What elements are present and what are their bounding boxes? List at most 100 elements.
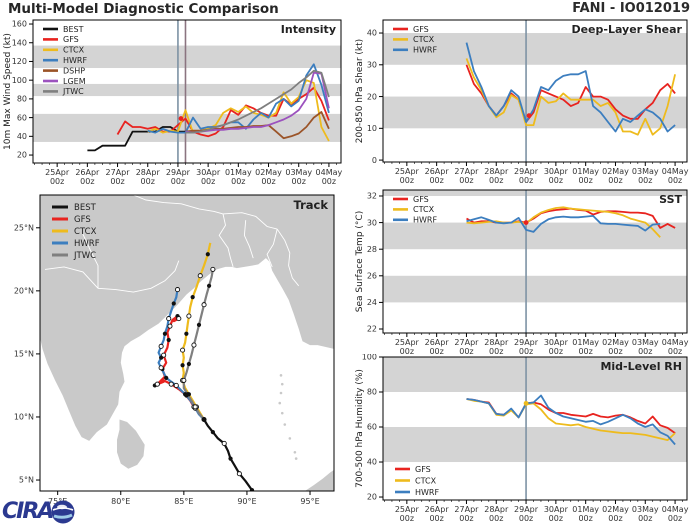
legend-label: HWRF — [63, 56, 87, 65]
category-band — [33, 83, 341, 97]
series-gfs — [116, 86, 330, 138]
y-tick-label: 120 — [12, 57, 27, 66]
border-line — [276, 228, 300, 287]
position-marker — [159, 355, 164, 360]
y-axis-label: Sea Surface Temp (°C) — [355, 211, 365, 312]
x-tick-label: 25Apr — [45, 168, 70, 177]
x-tick-sublabel: 00z — [608, 514, 622, 523]
panel-title: Intensity — [281, 23, 336, 36]
x-tick-sublabel: 00z — [429, 347, 443, 356]
lon-tick-label: 80°E — [111, 497, 130, 506]
cira-logo: CIRA — [2, 498, 94, 525]
legend-label: BEST — [74, 203, 97, 213]
x-tick-label: 28Apr — [484, 338, 509, 347]
init-marker — [178, 116, 184, 121]
x-tick-label: 04May — [316, 168, 343, 177]
cira-logo-text: CIRA — [2, 498, 54, 524]
y-tick-label: 60 — [17, 113, 27, 122]
page-title: Multi-Model Diagnostic Comparison — [8, 1, 279, 17]
y-tick-label: 40 — [17, 132, 27, 141]
border-line — [222, 212, 278, 230]
lat-tick-label: 10°N — [14, 413, 34, 422]
sst-chart: 22242628303225Apr00z26Apr00z27Apr00z28Ap… — [355, 189, 689, 356]
x-tick-sublabel: 00z — [400, 347, 414, 356]
x-tick-label: 01May — [572, 167, 599, 176]
island — [279, 391, 283, 395]
x-tick-label: 01May — [225, 168, 252, 177]
panel-title: Deep-Layer Shear — [571, 23, 682, 36]
x-tick-label: 30Apr — [544, 505, 569, 514]
position-marker — [158, 365, 164, 371]
x-tick-label: 27Apr — [106, 168, 131, 177]
storm-id-title: FANI - IO012019 — [572, 1, 690, 16]
panel-sst: 22242628303225Apr00z26Apr00z27Apr00z28Ap… — [355, 189, 689, 356]
y-tick-label: 30 — [367, 218, 377, 227]
y-tick-label: 100 — [12, 76, 27, 85]
position-marker — [221, 440, 227, 447]
series-jtwc — [185, 69, 330, 134]
y-tick-label: 80 — [367, 388, 377, 397]
legend-label: GFS — [415, 465, 431, 474]
position-marker — [185, 392, 190, 397]
series-ctcx — [147, 79, 330, 142]
legend-label: GFS — [74, 215, 91, 225]
x-tick-sublabel: 00z — [489, 514, 503, 523]
position-marker — [210, 266, 216, 272]
intensity-chart: 2040608010012014016025Apr00z26Apr00z27Ap… — [3, 19, 343, 186]
x-tick-label: 26Apr — [425, 338, 450, 347]
series-ctcx — [466, 206, 661, 238]
series-hwrf — [466, 394, 676, 446]
legend-track: BEST GFS CTCX HWRF JTWC — [52, 203, 100, 261]
x-tick-label: 28Apr — [484, 505, 509, 514]
position-marker — [249, 488, 255, 491]
y-tick-label: 80 — [17, 95, 27, 104]
series-hwrf — [465, 42, 676, 133]
x-tick-label: 28Apr — [484, 167, 509, 176]
landmass — [40, 195, 334, 441]
x-tick-sublabel: 00z — [459, 514, 473, 523]
island — [288, 437, 292, 440]
y-tick-label: 60 — [367, 423, 377, 432]
legend-label: JTWC — [73, 251, 96, 261]
panel-rh: 2040608010025Apr00z26Apr00z27Apr00z28Apr… — [355, 354, 689, 523]
lon-tick-label: 95°E — [300, 497, 319, 506]
legend-label: GFS — [413, 25, 429, 34]
x-tick-sublabel: 00z — [292, 177, 306, 186]
category-band — [383, 96, 687, 129]
island — [293, 450, 297, 454]
x-tick-label: 26Apr — [425, 167, 450, 176]
y-tick-label: 40 — [367, 458, 377, 467]
series-ctcx — [465, 58, 676, 136]
y-tick-label: 30 — [367, 60, 377, 69]
lat-tick-label: 25°N — [14, 223, 34, 232]
position-marker — [190, 295, 195, 300]
panel-shear: 01020304025Apr00z26Apr00z27Apr00z28Apr00… — [355, 19, 689, 185]
legend-label: DSHP — [63, 66, 85, 75]
track-ctcx — [181, 242, 212, 421]
x-tick-sublabel: 00z — [638, 347, 652, 356]
category-band — [383, 427, 687, 463]
position-marker — [162, 331, 168, 336]
island — [280, 382, 284, 386]
legend-label: LGEM — [63, 77, 86, 86]
x-tick-sublabel: 00z — [459, 347, 473, 356]
position-marker — [186, 313, 192, 319]
y-tick-label: 140 — [12, 38, 27, 47]
position-marker — [174, 287, 181, 293]
init-marker — [523, 220, 529, 225]
x-tick-sublabel: 00z — [459, 176, 473, 185]
x-tick-sublabel: 00z — [261, 177, 275, 186]
position-marker — [228, 456, 233, 461]
landmass — [305, 469, 334, 491]
x-tick-label: 01May — [572, 505, 599, 514]
position-marker — [154, 381, 160, 387]
position-marker — [158, 343, 164, 349]
track-hwrf — [157, 289, 205, 421]
x-tick-label: 25Apr — [395, 167, 420, 176]
x-tick-sublabel: 00z — [549, 514, 563, 523]
x-tick-label: 04May — [662, 505, 689, 514]
y-tick-label: 10 — [367, 124, 377, 133]
position-marker — [173, 382, 179, 388]
lat-tick-label: 15°N — [14, 350, 34, 359]
